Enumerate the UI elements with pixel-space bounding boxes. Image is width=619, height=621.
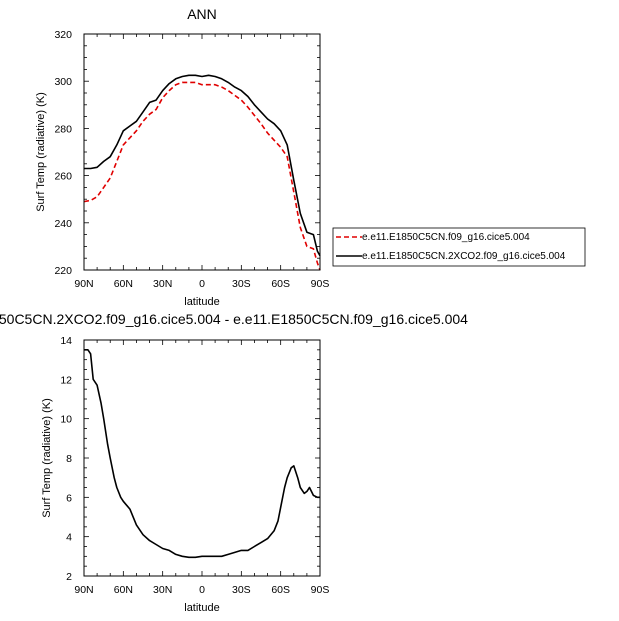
legend-label-control: e.e11.E1850C5CN.f09_g16.cice5.004 [362, 232, 530, 243]
y-tick-label: 8 [66, 453, 72, 465]
legend: e.e11.E1850C5CN.f09_g16.cice5.004 e.e11.… [332, 227, 586, 267]
y-tick-label: 280 [54, 123, 72, 135]
y-tick-label: 300 [54, 76, 72, 88]
x-tick-labels: 90N 60N 30N 0 30S 60S 90S [74, 584, 329, 596]
x-axis-label: latitude [184, 602, 219, 614]
top-chart-series [83, 74, 321, 271]
difference-chart-title: e.e11.E1850C5CN.2XCO2.f09_g16.cice5.004 … [0, 311, 468, 327]
x-tick-label: 60S [271, 278, 290, 290]
x-tick-label: 0 [199, 584, 205, 596]
y-tick-label: 12 [60, 374, 72, 386]
y-tick-label: 4 [66, 532, 72, 544]
bottom-chart-panel: e.e11.E1850C5CN.2XCO2.f09_g16.cice5.004 … [0, 311, 468, 614]
x-tick-label: 60N [114, 584, 133, 596]
plot-frame [83, 339, 321, 577]
y-tick-label: 260 [54, 171, 72, 183]
y-tick-label: 220 [54, 265, 72, 277]
y-tick-label: 14 [60, 335, 72, 347]
chart-title: ANN [187, 6, 217, 22]
x-tick-label: 90N [74, 278, 93, 290]
legend-box [332, 227, 586, 267]
y-tick-label: 2 [66, 571, 72, 583]
legend-label-2xco2: e.e11.E1850C5CN.2XCO2.f09_g16.cice5.004 [362, 251, 566, 262]
plot-frame [83, 33, 321, 271]
x-tick-label: 30S [232, 584, 251, 596]
y-tick-label: 6 [66, 492, 72, 504]
series-line-0 [84, 348, 320, 559]
series-line-0 [83, 81, 321, 271]
y-tick-labels: 2 4 6 8 10 12 14 [60, 335, 72, 583]
y-axis-label: Surf Temp (radiative) (K) [41, 398, 53, 518]
x-tick-label: 60N [114, 278, 133, 290]
x-tick-label: 60S [271, 584, 290, 596]
x-tick-label: 90S [311, 584, 330, 596]
x-tick-label: 30N [153, 278, 172, 290]
x-tick-label: 90S [311, 278, 330, 290]
x-tick-label: 90N [74, 584, 93, 596]
y-axis-label: Surf Temp (radiative) (K) [35, 92, 47, 212]
top-chart-panel: ANN 90N 60N 30N 0 30S 60S 90S 220 240 260 280 300 3… [35, 6, 586, 308]
y-tick-label: 10 [60, 414, 72, 426]
series-line-1 [84, 74, 321, 257]
x-tick-label: 30N [153, 584, 172, 596]
x-tick-label: 30S [232, 278, 251, 290]
x-axis-label: latitude [184, 296, 219, 308]
bottom-chart-series [84, 348, 320, 559]
x-tick-labels: 90N 60N 30N 0 30S 60S 90S [74, 278, 329, 290]
y-tick-label: 240 [54, 218, 72, 230]
y-tick-labels: 220 240 260 280 300 320 [54, 29, 72, 277]
x-tick-label: 0 [199, 278, 205, 290]
bottom-chart-ticks [83, 339, 321, 577]
y-tick-label: 320 [54, 29, 72, 41]
